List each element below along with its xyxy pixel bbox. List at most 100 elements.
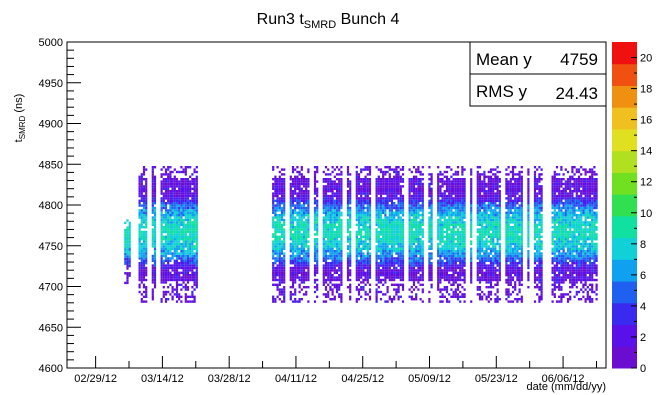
heat-cell [478, 214, 482, 217]
heat-cell [496, 278, 499, 282]
heat-cell [505, 211, 508, 214]
heat-cell [272, 274, 275, 277]
heat-cell [189, 295, 192, 298]
heat-cell [346, 185, 350, 188]
heat-cell [498, 247, 501, 250]
heat-cell [450, 245, 453, 248]
heat-cell [481, 259, 484, 262]
heat-cell [368, 202, 372, 205]
heat-cell [412, 269, 416, 272]
heat-cell [443, 274, 446, 277]
heat-cell [296, 187, 299, 190]
heat-cell [338, 178, 341, 181]
heat-cell [401, 211, 405, 214]
heat-cell [278, 223, 281, 226]
heat-cell [173, 168, 176, 171]
heat-cell [340, 187, 343, 190]
heat-cell [483, 278, 486, 282]
heat-cell [175, 238, 179, 241]
heat-cell [395, 206, 398, 210]
heat-cell [182, 233, 185, 236]
heat-cell [415, 175, 418, 178]
heat-cell [164, 245, 168, 248]
heat-cell [167, 182, 170, 186]
heat-cell [360, 221, 363, 224]
heat-cell [417, 204, 420, 207]
heat-cell [274, 209, 277, 212]
heat-cell [189, 269, 192, 272]
heat-cell [485, 194, 488, 198]
heat-cell [386, 254, 389, 258]
heat-cell [364, 247, 367, 250]
heat-cell [401, 247, 405, 250]
heat-cell [410, 235, 413, 238]
heat-cell [401, 214, 405, 217]
heat-cell [450, 238, 453, 241]
heat-cell [355, 276, 358, 279]
heat-cell [476, 194, 479, 198]
heat-cell [355, 211, 358, 214]
heat-cell [384, 293, 387, 296]
heat-cell [164, 271, 168, 274]
heat-cell [496, 257, 499, 260]
heat-cell [331, 221, 334, 224]
heat-cell [410, 271, 413, 274]
heat-cell [278, 228, 281, 231]
heat-cell [412, 278, 416, 282]
heat-cell [169, 197, 172, 200]
heat-cell [171, 218, 174, 222]
heat-cell [289, 266, 292, 270]
heat-cell [280, 293, 284, 296]
heat-cell [388, 221, 391, 224]
heat-cell [498, 214, 501, 217]
heat-cell [296, 300, 299, 303]
heat-cell [193, 199, 196, 202]
heat-cell [280, 269, 284, 272]
heat-cell [448, 178, 451, 181]
heat-cell [291, 283, 295, 286]
heat-cell [461, 192, 464, 195]
heat-cell [138, 262, 141, 265]
heat-cell [191, 173, 194, 176]
heat-cell [397, 269, 400, 272]
heat-cell [478, 221, 482, 224]
heat-cell [124, 248, 127, 251]
heat-cell [395, 259, 398, 262]
heat-cell [274, 247, 277, 250]
heat-cell [316, 180, 319, 183]
heat-cell [445, 187, 449, 190]
heat-cell [450, 223, 453, 226]
heat-cell [470, 269, 473, 272]
heat-cell [276, 283, 279, 286]
heat-cell [296, 194, 299, 198]
heat-cell [382, 223, 385, 226]
heat-cell [448, 218, 451, 222]
heat-cell [382, 170, 385, 174]
heat-cell [274, 271, 277, 274]
heat-cell [283, 235, 286, 238]
heat-cell [397, 250, 400, 253]
heat-cell [329, 202, 332, 205]
heat-cell [437, 206, 440, 210]
heat-cell [375, 240, 378, 243]
heat-cell [439, 266, 442, 270]
heat-cell [335, 286, 339, 289]
heat-cell [445, 247, 449, 250]
heat-cell [276, 216, 279, 219]
heat-cell [327, 271, 330, 274]
heat-cell [340, 281, 343, 284]
heat-cell [470, 233, 473, 236]
heat-cell [276, 252, 279, 255]
heat-cell [294, 206, 297, 210]
heat-cell [384, 178, 387, 181]
heat-cell [307, 216, 310, 219]
heat-cell [397, 206, 400, 210]
heat-cell [164, 197, 168, 200]
heat-cell [164, 168, 168, 171]
heat-cell [454, 252, 457, 255]
heat-cell [316, 233, 319, 236]
heat-cell [379, 187, 383, 190]
heat-cell [494, 271, 497, 274]
heat-cell [274, 204, 277, 207]
heat-cell [349, 226, 352, 229]
